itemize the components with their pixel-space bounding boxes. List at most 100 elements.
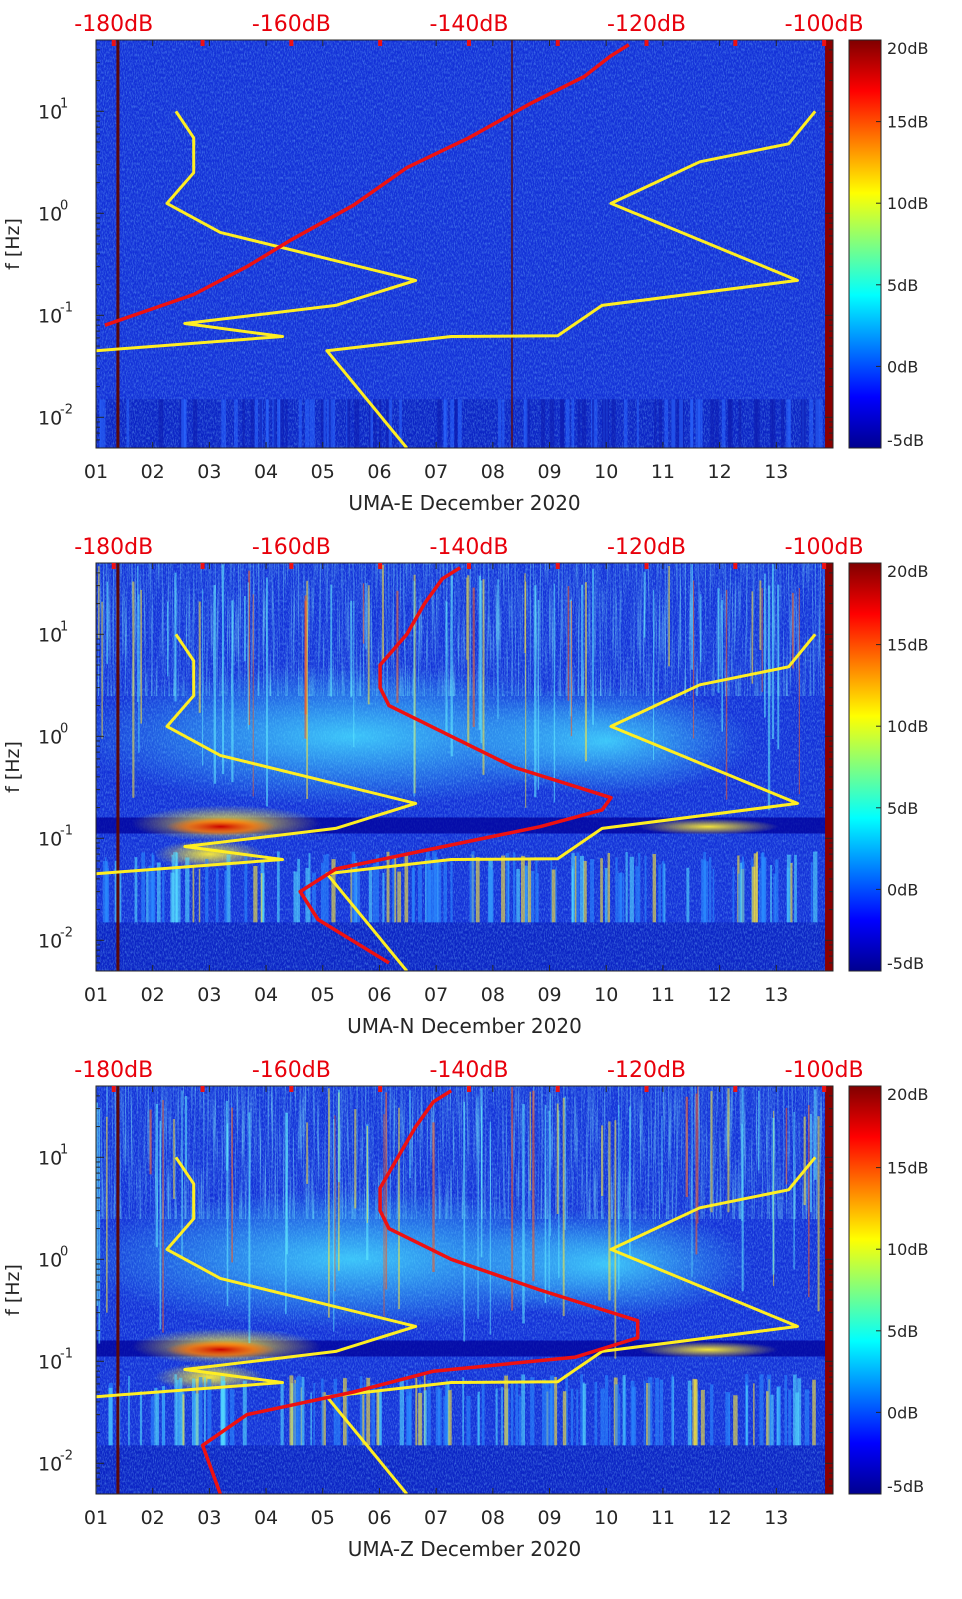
y-tick-label: 101 xyxy=(38,619,68,646)
low-freq-column xyxy=(531,871,535,923)
transient-streak xyxy=(96,1102,99,1307)
low-freq-column xyxy=(692,1378,697,1446)
low-freq-column xyxy=(638,852,641,923)
low-freq-column xyxy=(312,872,316,923)
top-axis-db-tick xyxy=(644,40,649,46)
low-freq-column xyxy=(148,865,153,923)
low-freq-column xyxy=(254,399,259,448)
colorbar-label: -5dB xyxy=(887,954,924,973)
transient-streak xyxy=(534,585,537,798)
low-freq-column xyxy=(510,1383,514,1446)
low-freq-column xyxy=(330,399,336,448)
colorbar xyxy=(848,39,882,449)
data-gap-line xyxy=(116,563,120,971)
low-freq-column xyxy=(437,862,442,923)
low-freq-column xyxy=(516,868,520,923)
series-noise-model-low xyxy=(96,633,418,876)
low-freq-column xyxy=(437,399,442,448)
low-freq-column xyxy=(746,1385,748,1446)
low-freq-column xyxy=(253,865,258,923)
y-tick-label-base: 10 xyxy=(38,726,62,748)
low-freq-column xyxy=(481,1382,485,1446)
low-freq-column xyxy=(727,399,732,448)
low-freq-column xyxy=(437,1388,442,1446)
transient-streak xyxy=(159,1120,162,1330)
low-freq-column xyxy=(695,399,700,448)
low-freq-column xyxy=(560,399,564,448)
low-freq-column xyxy=(629,856,634,923)
transient-streak xyxy=(556,1103,559,1214)
transient-streak xyxy=(764,573,766,718)
transient-streak xyxy=(721,600,724,732)
low-freq-column xyxy=(176,1379,179,1446)
low-freq-column xyxy=(372,863,376,923)
low-freq-column xyxy=(818,399,823,448)
transient-streak xyxy=(741,1124,743,1221)
transient-streak xyxy=(772,1117,775,1275)
y-tick-label-exponent: 1 xyxy=(60,96,68,111)
y-tick-label: 100 xyxy=(38,1244,68,1271)
top-axis-db-tick xyxy=(644,1086,649,1092)
low-freq-column xyxy=(654,399,657,448)
low-freq-column xyxy=(658,864,661,923)
top-axis-db-label: -120dB xyxy=(607,12,686,37)
top-axis-db-tick xyxy=(466,1086,471,1092)
top-axis-db-label: -140dB xyxy=(429,535,508,560)
low-freq-column xyxy=(176,866,181,923)
x-tick-label: 09 xyxy=(537,984,561,1006)
top-axis-db-tick xyxy=(111,40,116,46)
low-freq-column xyxy=(433,857,439,923)
transient-streak xyxy=(286,1112,289,1255)
low-freq-column xyxy=(466,1395,471,1446)
low-freq-column xyxy=(313,1382,315,1446)
low-freq-column xyxy=(545,1382,550,1446)
low-freq-column xyxy=(521,1374,526,1446)
low-freq-column xyxy=(712,868,715,923)
y-tick-label-base: 10 xyxy=(38,624,62,646)
transient-streak xyxy=(327,1088,330,1318)
y-tick-label-exponent: 0 xyxy=(60,1244,68,1259)
transient-streak xyxy=(155,1104,159,1248)
top-axis-db-label: -120dB xyxy=(607,1058,686,1083)
top-axis-db-tick xyxy=(555,563,560,569)
top-axis-db-tick xyxy=(822,563,827,569)
low-freq-column xyxy=(703,861,709,923)
low-freq-column xyxy=(565,399,570,448)
colorbar-label: 15dB xyxy=(887,636,929,655)
transient-streak xyxy=(367,585,370,705)
low-freq-column xyxy=(184,399,187,448)
low-freq-column xyxy=(778,1387,781,1446)
transient-streak xyxy=(537,600,540,790)
x-axis-label: UMA-Z December 2020 xyxy=(348,1537,581,1561)
y-axis-label: f [Hz] xyxy=(2,741,24,793)
low-freq-column xyxy=(513,852,516,923)
low-freq-column xyxy=(577,399,581,448)
low-freq-column xyxy=(631,1386,637,1446)
y-tick-label-exponent: -1 xyxy=(60,1346,73,1361)
low-freq-column xyxy=(226,854,231,923)
low-freq-column xyxy=(773,873,776,923)
y-axis-label: f [Hz] xyxy=(2,218,24,270)
low-freq-column xyxy=(601,399,607,448)
transient-streak xyxy=(231,600,234,783)
low-freq-column xyxy=(535,859,538,923)
low-freq-column xyxy=(590,858,594,923)
transient-streak xyxy=(529,1091,531,1191)
transient-streak xyxy=(266,577,268,807)
top-axis-db-tick xyxy=(466,563,471,569)
top-axis-db-label: -140dB xyxy=(429,12,508,37)
low-freq-column xyxy=(242,399,245,448)
x-tick-label: 11 xyxy=(651,1507,675,1529)
transient-streak xyxy=(132,581,135,798)
low-freq-column xyxy=(619,872,623,923)
low-freq-column xyxy=(753,1383,755,1446)
low-freq-column xyxy=(158,399,164,448)
top-axis-db-tick xyxy=(111,563,116,569)
spectrogram-low-freq-columns xyxy=(102,851,818,923)
transient-streak xyxy=(362,583,365,644)
low-freq-column xyxy=(376,1390,380,1446)
low-freq-column xyxy=(418,1392,423,1446)
low-freq-column xyxy=(377,1390,382,1446)
y-tick-label-base: 10 xyxy=(38,101,62,123)
colorbar-label: 20dB xyxy=(887,1085,929,1104)
